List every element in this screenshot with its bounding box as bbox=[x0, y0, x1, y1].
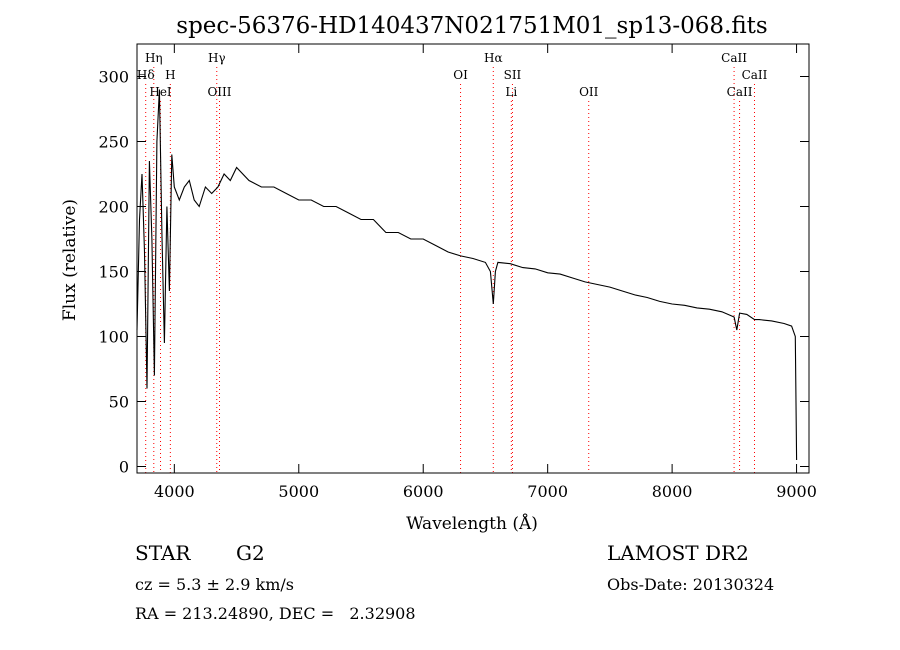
x-tick-label: 5000 bbox=[278, 482, 319, 501]
spectral-line-label: OII bbox=[579, 85, 599, 99]
spectral-line-label: Hη bbox=[145, 51, 163, 65]
spectral-line-label: Hγ bbox=[208, 51, 226, 65]
x-axis: 4000 5000 6000 7000 8000 9000 bbox=[154, 44, 817, 501]
plot-frame bbox=[136, 43, 810, 474]
x-tick-label: 4000 bbox=[154, 482, 195, 501]
spectral-line-label: CaII bbox=[721, 51, 747, 65]
y-axis: 0 50 100 150 200 250 300 bbox=[98, 68, 809, 477]
x-tick-label: 6000 bbox=[403, 482, 444, 501]
y-tick-label: 300 bbox=[98, 68, 129, 87]
spectral-line-label: H bbox=[165, 68, 175, 82]
spectral-line-label: Hδ bbox=[137, 68, 155, 82]
y-tick-label: 150 bbox=[98, 263, 129, 282]
spectrum-line bbox=[136, 89, 798, 461]
spectral-line-label: OIII bbox=[207, 85, 231, 99]
subclass: G2 bbox=[236, 541, 265, 565]
spectral-line-label: OI bbox=[453, 68, 468, 82]
coordinates-text: RA = 213.24890, DEC = 2.32908 bbox=[135, 604, 416, 623]
object-type: STAR bbox=[135, 541, 191, 565]
spectral-line-label: CaII bbox=[742, 68, 768, 82]
x-axis-label: Wavelength (Å) bbox=[406, 513, 538, 534]
redshift-text: cz = 5.3 ± 2.9 km/s bbox=[135, 575, 294, 594]
y-axis-label: Flux (relative) bbox=[60, 199, 80, 321]
x-tick-label: 8000 bbox=[652, 482, 693, 501]
y-tick-label: 0 bbox=[119, 458, 129, 477]
x-tick-label: 7000 bbox=[527, 482, 568, 501]
spectral-line-label: SII bbox=[504, 68, 522, 82]
obs-date-text: Obs-Date: 20130324 bbox=[607, 575, 775, 594]
y-tick-label: 100 bbox=[98, 328, 129, 347]
spectral-line-label: HeI bbox=[149, 85, 172, 99]
chart-title: spec-56376-HD140437N021751M01_sp13-068.f… bbox=[176, 13, 767, 39]
y-tick-label: 50 bbox=[109, 393, 129, 412]
y-tick-label: 200 bbox=[98, 198, 129, 217]
x-tick-label: 9000 bbox=[776, 482, 817, 501]
spectral-line-label: Li bbox=[505, 85, 517, 99]
spectral-line-label: CaII bbox=[727, 85, 753, 99]
spectral-line-label: Hα bbox=[484, 51, 503, 65]
survey-name: LAMOST DR2 bbox=[607, 541, 749, 565]
y-tick-label: 250 bbox=[98, 133, 129, 152]
